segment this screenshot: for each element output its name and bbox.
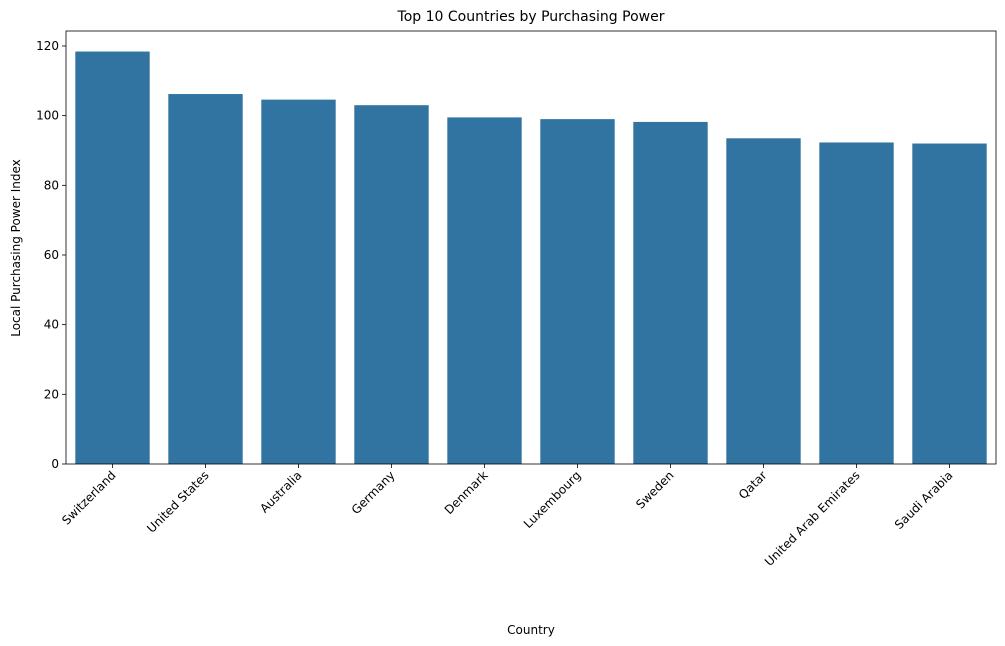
x-tick-label: Australia xyxy=(257,468,304,515)
x-tick-label: Qatar xyxy=(736,468,770,502)
bar-australia xyxy=(261,99,336,465)
x-tick-label: Luxembourg xyxy=(521,468,584,531)
x-axis: Switzerland United States Australia Germany… xyxy=(59,464,956,569)
x-tick-label: United States xyxy=(144,468,211,535)
bar-qatar xyxy=(726,138,801,464)
y-tick-label: 100 xyxy=(36,109,59,123)
y-tick-label: 0 xyxy=(51,457,59,471)
x-tick-label: Switzerland xyxy=(59,468,118,527)
y-tick-label: 40 xyxy=(44,318,59,332)
bar-sweden xyxy=(633,121,708,464)
bar-luxembourg xyxy=(540,119,615,464)
y-tick-label: 60 xyxy=(44,248,59,262)
x-tick-label: Sweden xyxy=(633,468,676,511)
x-tick-label: United Arab Emirates xyxy=(762,468,863,569)
y-tick-label: 120 xyxy=(36,39,59,53)
bar-united-states xyxy=(168,94,243,465)
y-tick-label: 20 xyxy=(44,387,59,401)
bar-denmark xyxy=(447,117,522,464)
bars-group xyxy=(75,51,987,465)
chart-title: Top 10 Countries by Purchasing Power xyxy=(397,9,665,25)
bar-germany xyxy=(354,105,429,464)
x-axis-label: Country xyxy=(507,623,555,637)
y-tick-label: 80 xyxy=(44,178,59,192)
bar-switzerland xyxy=(75,51,150,464)
x-tick-label: Saudi Arabia xyxy=(892,468,956,532)
y-axis: 0 20 40 60 80 100 120 xyxy=(36,39,66,471)
plot-frame xyxy=(65,30,997,465)
bar-saudi-arabia xyxy=(912,143,987,464)
bar-united-arab-emirates xyxy=(819,142,894,465)
x-tick-label: Germany xyxy=(349,468,398,517)
x-tick-label: Denmark xyxy=(442,468,491,517)
y-axis-label: Local Purchasing Power Index xyxy=(9,159,23,337)
